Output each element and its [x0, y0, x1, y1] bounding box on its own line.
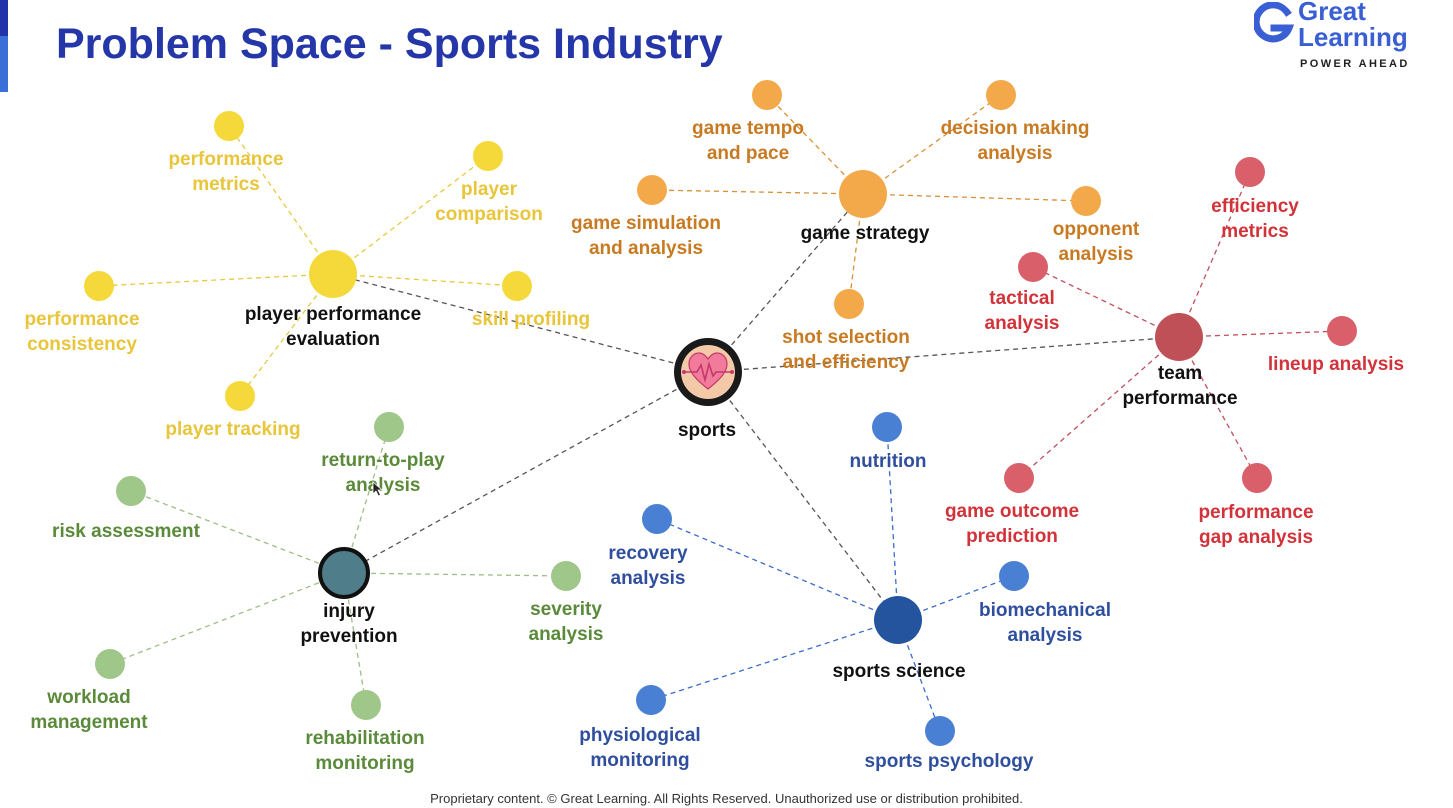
footer-copyright: Proprietary content. © Great Learning. A… [430, 791, 1023, 806]
label-sports-psychology: sports psychology [864, 751, 1034, 772]
node-skill-profiling [502, 271, 532, 301]
label-performance-consistency: performance consistency [24, 309, 140, 355]
accent-bar [0, 0, 8, 92]
label-player-performance-evaluation: player performance evaluation [244, 304, 422, 350]
label-injury-prevention: injury prevention [300, 601, 398, 647]
label-return-to-play: return-to-play analysis [321, 450, 445, 496]
label-player-tracking: player tracking [165, 419, 301, 440]
node-player-comparison [473, 141, 503, 171]
node-performance-gap [1242, 463, 1272, 493]
node-game-outcome [1004, 463, 1034, 493]
node-rehabilitation-monitoring [351, 690, 381, 720]
logo-text-great: Great [1298, 0, 1366, 26]
node-biomechanical-analysis [999, 561, 1029, 591]
node-efficiency-metrics [1235, 157, 1265, 187]
logo-g-icon [1254, 2, 1294, 43]
node-nutrition [872, 412, 902, 442]
label-skill-profiling: skill profiling [471, 309, 591, 330]
node-game-simulation [637, 175, 667, 205]
node-lineup-analysis [1327, 316, 1357, 346]
node-sports [674, 338, 742, 406]
node-risk-assessment [116, 476, 146, 506]
label-player-comparison: player comparison [435, 179, 543, 225]
label-physiological-monitoring: physiological monitoring [579, 725, 701, 771]
label-performance-metrics: performance metrics [168, 149, 284, 195]
label-sports: sports [677, 420, 737, 441]
node-tactical-analysis [1018, 252, 1048, 282]
label-team-performance: team performance [1122, 363, 1238, 409]
node-recovery-analysis [642, 504, 672, 534]
label-biomechanical-analysis: biomechanical analysis [979, 600, 1111, 646]
label-tactical-analysis: tactical analysis [984, 288, 1060, 334]
logo-text-learning: Learning [1298, 22, 1408, 52]
label-game-strategy: game strategy [800, 223, 930, 244]
node-physiological-monitoring [636, 685, 666, 715]
node-workload-management [95, 649, 125, 679]
label-game-outcome: game outcome prediction [944, 501, 1080, 547]
logo: Great Learning POWER AHEAD [1250, 0, 1440, 72]
node-game-tempo [752, 80, 782, 110]
node-return-to-play [374, 412, 404, 442]
node-performance-consistency [84, 271, 114, 301]
node-player-performance-evaluation [309, 250, 357, 298]
label-efficiency-metrics: efficiency metrics [1211, 196, 1299, 242]
node-opponent-analysis [1071, 186, 1101, 216]
label-game-simulation: game simulation and analysis [571, 213, 721, 259]
label-decision-making: decision making analysis [940, 118, 1090, 164]
node-game-strategy [839, 170, 887, 218]
label-risk-assessment: risk assessment [52, 521, 200, 542]
node-sports-science [874, 596, 922, 644]
label-game-tempo: game tempo and pace [692, 118, 804, 164]
label-sports-science: sports science [832, 661, 966, 682]
label-severity-analysis: severity analysis [528, 599, 604, 645]
node-injury-prevention [318, 547, 370, 599]
heart-pulse-icon [682, 352, 734, 390]
mouse-pointer-icon [372, 481, 384, 497]
label-rehabilitation-monitoring: rehabilitation monitoring [305, 728, 425, 774]
node-sports-psychology [925, 716, 955, 746]
node-player-tracking [225, 381, 255, 411]
label-nutrition: nutrition [849, 451, 927, 472]
page-title: Problem Space - Sports Industry [56, 20, 723, 68]
label-shot-selection: shot selection and efficiency [782, 327, 910, 373]
node-team-performance [1155, 313, 1203, 361]
label-performance-gap: performance gap analysis [1198, 502, 1314, 548]
node-severity-analysis [551, 561, 581, 591]
node-shot-selection [834, 289, 864, 319]
label-lineup-analysis: lineup analysis [1267, 354, 1405, 375]
label-workload-management: workload management [30, 687, 148, 733]
node-decision-making [986, 80, 1016, 110]
logo-tagline: POWER AHEAD [1300, 58, 1410, 70]
label-recovery-analysis: recovery analysis [608, 543, 688, 589]
label-opponent-analysis: opponent analysis [1052, 219, 1140, 265]
node-performance-metrics [214, 111, 244, 141]
